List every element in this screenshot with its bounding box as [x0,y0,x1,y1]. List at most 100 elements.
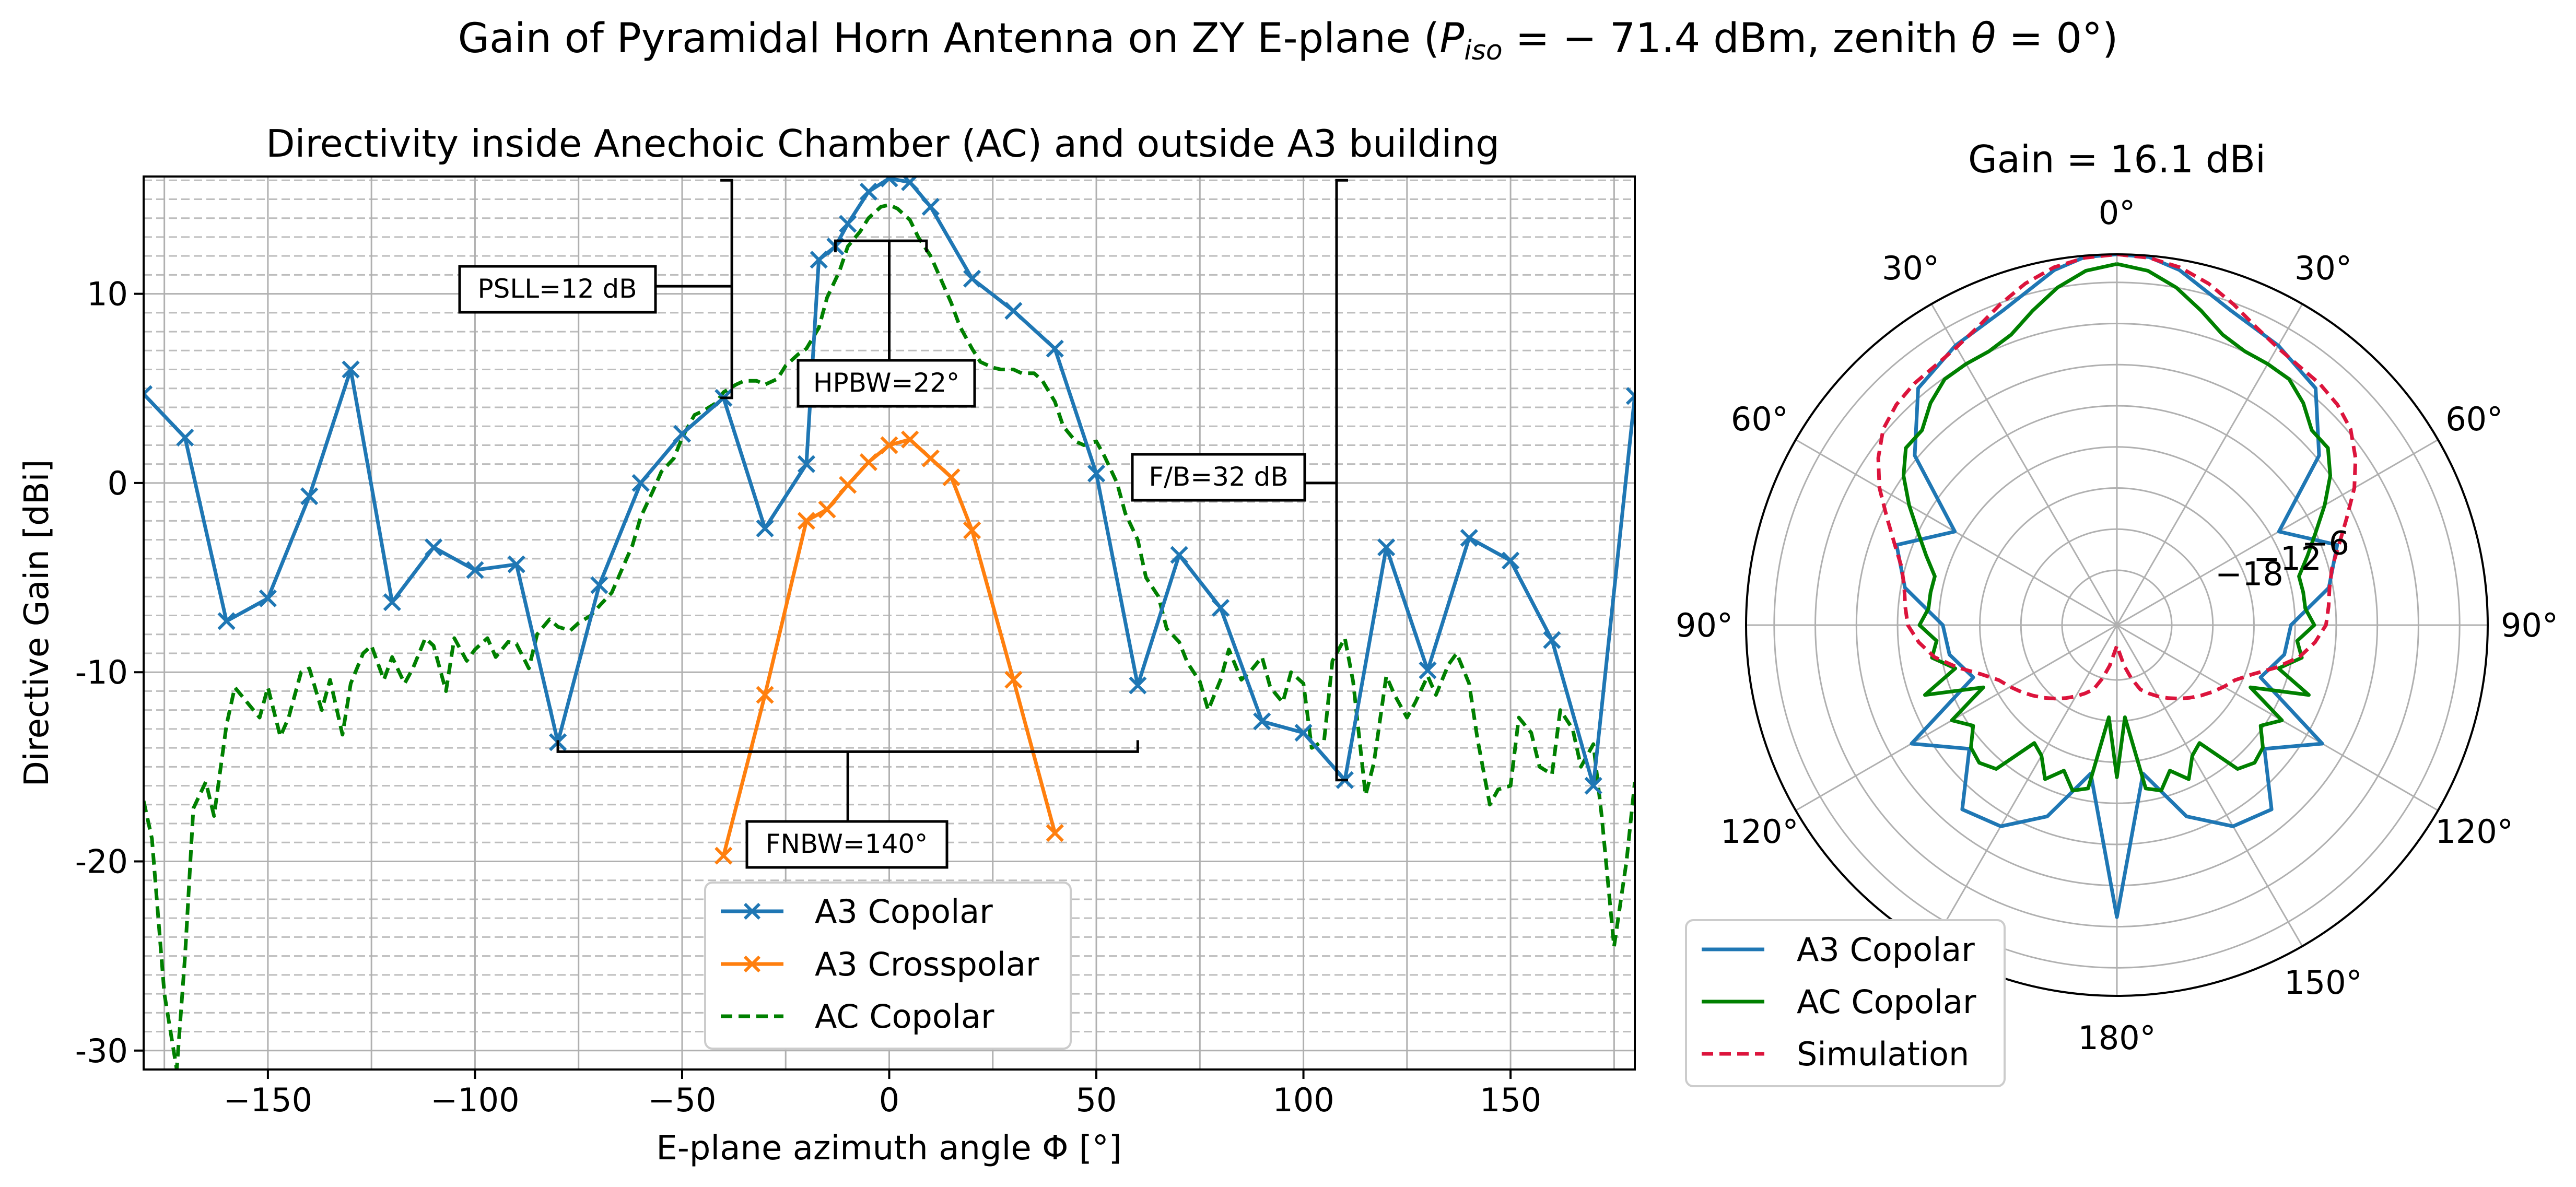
polar-series-a3-copolar [1894,254,2339,919]
svg-text:A3 Crosspolar: A3 Crosspolar [815,945,1039,983]
data-point-marker [1087,464,1106,483]
data-point-marker [963,521,981,539]
data-point-marker [839,476,857,494]
data-point-marker [1294,724,1313,742]
polar-ring [1896,405,2337,845]
y-tick-label: -20 [75,842,128,880]
polar-spoke [1930,303,2118,626]
data-point-marker [425,538,443,557]
polar-angle-label: 180° [2078,1019,2156,1057]
data-point-marker [1377,538,1396,557]
data-point-marker [507,555,525,573]
legend-entry-ac-copolar-polar: AC Copolar [1702,983,1976,1021]
data-point-marker [756,519,774,537]
polar-ring [2020,528,2214,722]
polar-angle-label: 120° [2435,813,2513,851]
polar-ring [1814,323,2419,927]
polar-angle-label: 0° [2099,194,2135,232]
x-axis-label: E-plane azimuth angle Φ [°] [656,1129,1122,1168]
data-point-marker [921,197,940,216]
data-point-marker [859,182,877,201]
data-point-marker [818,500,836,519]
polar-ring [2061,569,2173,681]
polar-angle-label: 120° [1720,813,1798,851]
polar-spoke [1930,625,2118,947]
data-point-marker [1129,676,1147,695]
polar-grid [1746,254,2488,996]
data-point-marker [839,215,857,233]
fb-annotation: F/B=32 dB [1131,453,1306,502]
y-axis-label: Directive Gain [dBi] [18,460,56,787]
x-tick-label: −50 [648,1081,717,1119]
series-line-ac-copolar [144,203,1635,1070]
fnbw-bracket [556,740,1139,821]
data-point-marker [880,177,898,187]
data-point-marker [1046,824,1064,842]
data-point-marker [797,512,816,530]
polar-angle-label: 30° [1882,249,1939,287]
data-point-marker [342,360,360,379]
y-tick-label: -10 [75,653,128,691]
legend-entry-a3-copolar-polar: A3 Copolar [1702,931,1975,969]
x-tick-label: 50 [1076,1081,1117,1119]
y-tick-label: 10 [87,275,128,313]
x-tick-label: 0 [879,1081,899,1119]
data-point-marker [1004,671,1023,689]
polar-ring [1855,363,2379,887]
legend-entry-simulation: Simulation [1702,1035,1969,1073]
annotation-layer [556,179,1348,821]
data-point-marker [756,686,774,704]
data-point-marker [259,589,277,608]
data-point-marker [144,385,153,403]
polar-angle-label: 150° [2284,963,2362,1002]
data-point-marker [1460,528,1478,547]
polar-series-ac-copolar [1902,262,2332,793]
data-point-marker [797,455,816,473]
polar-radius-label: −18 [2215,555,2284,593]
svg-text:A3 Copolar: A3 Copolar [1797,931,1975,969]
polar-ring [1938,446,2296,804]
data-point-marker [859,453,877,472]
directivity-plot: Directivity inside Anechoic Chamber (AC)… [18,122,1636,1168]
data-point-marker [1170,546,1188,564]
svg-text:F/B=32 dB: F/B=32 dB [1149,462,1288,492]
polar-spoke [2116,625,2303,947]
legend-entry-a3-copolar: A3 Copolar [721,892,993,931]
fb-bracket [1305,179,1348,782]
left-legend: A3 Copolar A3 Crosspolar AC Copolar [704,882,1072,1050]
data-point-marker [1625,387,1635,405]
polar-series-layer [1876,254,2358,919]
polar-angle-label: 60° [1731,400,1788,438]
data-point-marker [880,436,898,454]
data-point-marker [176,428,194,447]
polar-radius-label: −6 [2302,524,2349,562]
hpbw-annotation: HPBW=22° [797,359,976,408]
psll-bracket [655,179,733,399]
polar-radius-label: −12 [2253,539,2322,578]
major-grid [144,177,1635,1070]
polar-ring [1773,281,2461,969]
data-point-marker [1253,712,1271,731]
data-point-marker [1046,339,1064,358]
data-point-marker [1004,302,1023,320]
data-point-marker [1584,777,1602,795]
x-tick-label: −100 [430,1081,519,1119]
data-point-marker [810,251,828,269]
svg-text:FNBW=140°: FNBW=140° [766,829,928,859]
data-point-marker [715,847,733,865]
data-point-marker [466,561,484,579]
polar-angle-label: 90° [1676,606,1733,644]
polar-angle-label: 90° [2501,606,2558,644]
data-point-marker [901,430,919,449]
y-tick-label: 0 [108,464,128,502]
left-plot-title: Directivity inside Anechoic Chamber (AC)… [266,122,1500,166]
data-point-marker [921,449,940,467]
data-point-marker [1419,661,1437,679]
data-point-marker [631,474,650,492]
svg-text:AC Copolar: AC Copolar [1797,983,1976,1021]
data-point-marker [217,612,236,630]
data-point-marker [1211,598,1230,617]
polar-spoke [2116,303,2303,626]
polar-title: Gain = 16.1 dBi [1968,137,2266,181]
data-point-marker [942,468,961,487]
